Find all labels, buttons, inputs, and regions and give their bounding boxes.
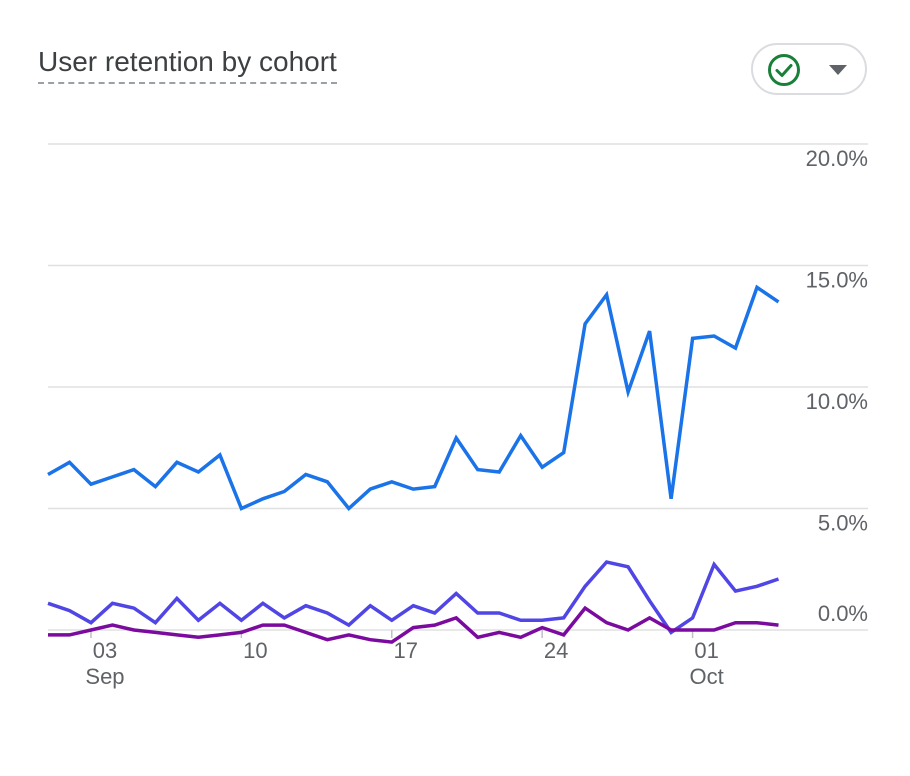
y-tick-label: 20.0% — [806, 146, 868, 171]
y-tick-label: 15.0% — [806, 268, 868, 293]
series-lines — [47, 284, 780, 644]
check-circle-icon — [768, 54, 800, 86]
series-line-1[interactable] — [47, 284, 780, 512]
gridlines — [48, 143, 868, 631]
series-line-2[interactable] — [47, 560, 780, 635]
x-tick-label: 10 — [243, 638, 267, 663]
chart-title[interactable]: User retention by cohort — [38, 44, 337, 84]
series-line-3[interactable] — [48, 605, 779, 644]
x-tick-label: 03 — [93, 638, 117, 663]
y-tick-label: 5.0% — [818, 511, 868, 536]
caret-down-icon — [829, 65, 847, 75]
y-tick-label: 10.0% — [806, 389, 868, 414]
y-axis-labels: 20.0% 15.0% 10.0% 5.0% 0.0% — [806, 146, 868, 626]
x-tick-label: 24 — [544, 638, 568, 663]
x-tick-label: 17 — [394, 638, 418, 663]
y-tick-label: 0.0% — [818, 601, 868, 626]
x-tick-sublabel: Sep — [85, 664, 124, 689]
status-dropdown-button[interactable] — [751, 43, 867, 95]
x-tick-sublabel: Oct — [689, 664, 723, 689]
x-tick-label: 01 — [694, 638, 718, 663]
